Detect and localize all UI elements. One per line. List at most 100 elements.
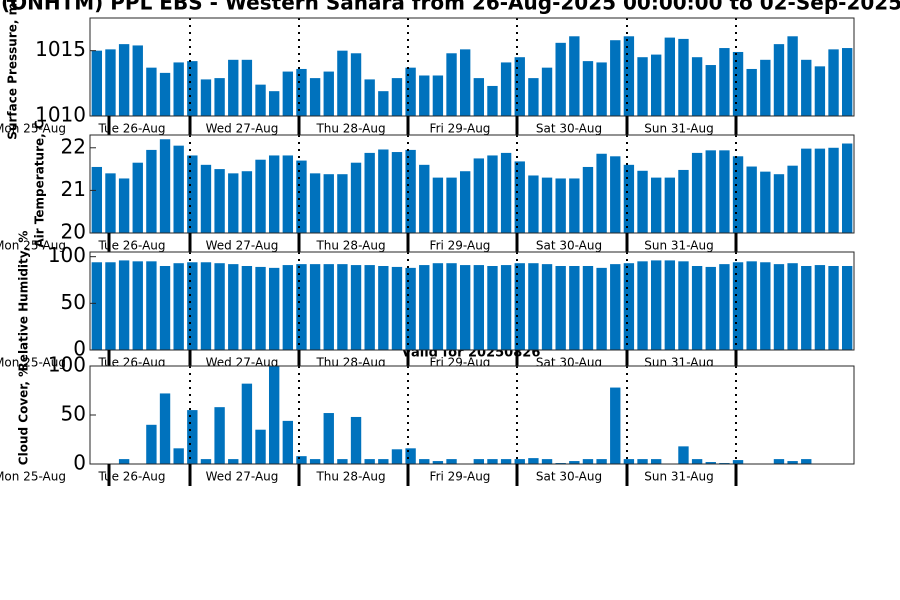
bar xyxy=(801,459,812,464)
x-day-label: Tue 26-Aug xyxy=(97,239,165,253)
bar xyxy=(487,459,498,464)
bar xyxy=(446,53,457,116)
x-day-label: Fri 29-Aug xyxy=(430,470,491,484)
bar xyxy=(228,264,239,350)
bar xyxy=(623,164,635,233)
y-axis-label: Surface Pressure, mb xyxy=(6,0,20,140)
bar xyxy=(637,459,648,464)
bar xyxy=(309,264,321,350)
y-tick-label: 100 xyxy=(48,243,86,267)
bar xyxy=(528,78,539,116)
bar xyxy=(596,267,607,350)
bar xyxy=(773,174,785,233)
bar xyxy=(105,262,116,350)
bar xyxy=(296,456,307,464)
bar xyxy=(691,459,703,464)
bar xyxy=(732,156,744,233)
axes-frame xyxy=(89,134,855,234)
bar xyxy=(801,59,812,116)
x-day-label: Sat 30-Aug xyxy=(536,470,602,484)
bar xyxy=(555,266,566,350)
bar xyxy=(814,66,826,116)
bar xyxy=(432,263,444,350)
bar xyxy=(432,75,444,116)
bar xyxy=(391,78,403,116)
bar xyxy=(391,152,403,233)
y-tick-label: 1015 xyxy=(35,37,86,61)
bar xyxy=(378,149,389,233)
bar xyxy=(432,461,444,464)
bar xyxy=(337,264,348,350)
bar xyxy=(282,71,294,116)
x-day-label: Mon 25-Aug xyxy=(0,356,66,370)
bar xyxy=(282,155,294,233)
bar xyxy=(678,446,689,464)
bar xyxy=(814,265,826,350)
bar xyxy=(323,174,334,233)
bar xyxy=(650,177,662,233)
bar xyxy=(760,59,771,116)
bar xyxy=(446,459,457,464)
bar xyxy=(91,166,103,233)
bar xyxy=(773,264,785,350)
bar xyxy=(296,68,307,116)
bar xyxy=(473,158,485,233)
bar xyxy=(555,178,566,233)
bar xyxy=(214,407,225,464)
bar xyxy=(500,152,512,233)
bar xyxy=(105,49,116,116)
bar xyxy=(691,57,703,116)
bar xyxy=(487,266,498,350)
bar xyxy=(459,49,471,116)
bar xyxy=(650,260,662,350)
bar xyxy=(187,262,198,350)
bar xyxy=(664,37,676,116)
bar xyxy=(514,57,525,116)
bar xyxy=(91,50,103,116)
bar xyxy=(732,51,744,116)
chart-panel: 0 50 100 Relative Humidity, %Mon 25-Aug Tue … xyxy=(0,231,855,372)
bar xyxy=(459,171,471,233)
bar xyxy=(555,42,566,116)
bar xyxy=(678,38,689,116)
bar xyxy=(323,413,334,464)
bar xyxy=(187,410,198,464)
bar xyxy=(610,156,621,233)
bar xyxy=(623,36,635,116)
x-day-label: Tue 26-Aug xyxy=(97,122,165,136)
bar xyxy=(432,177,444,233)
bar xyxy=(255,266,266,350)
bar xyxy=(419,75,430,116)
bar xyxy=(364,459,375,464)
bar xyxy=(159,393,171,464)
bar xyxy=(841,48,853,116)
bar xyxy=(650,459,662,464)
bar xyxy=(828,49,839,116)
bar xyxy=(664,260,676,350)
bar xyxy=(582,459,594,464)
bar xyxy=(405,267,416,350)
bar xyxy=(146,67,157,116)
bar xyxy=(746,261,757,350)
y-tick-label: 22 xyxy=(61,134,86,158)
x-day-label: Tue 26-Aug xyxy=(97,470,165,484)
bar xyxy=(610,264,621,350)
bar xyxy=(637,57,648,116)
x-day-label: Sun 31-Aug xyxy=(644,470,713,484)
bar xyxy=(787,165,798,233)
bar xyxy=(814,148,826,233)
y-tick-label: 0 xyxy=(73,451,86,475)
bar xyxy=(760,262,771,350)
bar xyxy=(173,263,184,350)
bar xyxy=(378,91,389,116)
bar xyxy=(255,84,266,116)
bar xyxy=(364,79,375,116)
bar xyxy=(268,155,280,233)
x-day-label: Sat 30-Aug xyxy=(536,122,602,136)
bar xyxy=(719,48,730,116)
axes-frame xyxy=(89,17,855,117)
bar xyxy=(282,420,294,464)
bar xyxy=(241,59,253,116)
